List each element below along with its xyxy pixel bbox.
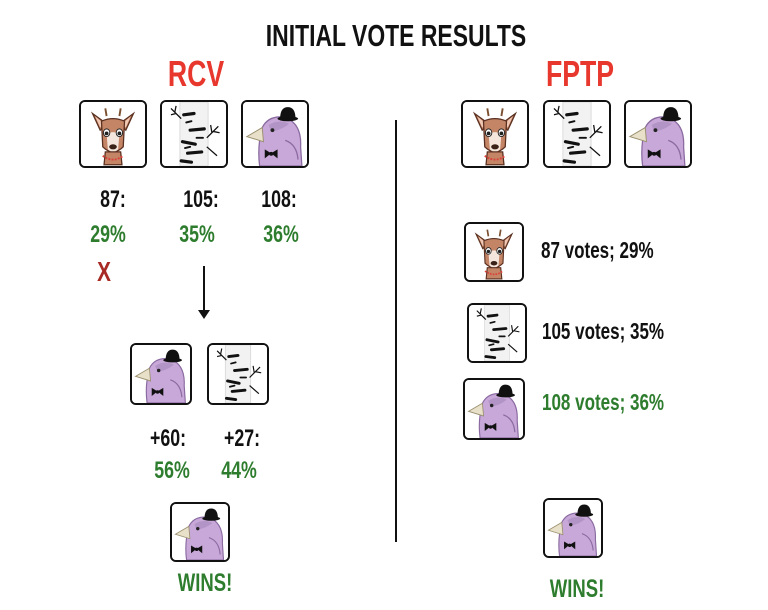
rcv-birch-pct: 35% <box>179 221 215 248</box>
rcv-deer-tile <box>79 100 147 168</box>
fptp-deer-tile <box>461 100 529 168</box>
fptp-winner-label: WINS! <box>549 575 605 603</box>
birch-tree-icon <box>469 305 525 361</box>
rcv-round2-birch-pct: 44% <box>221 457 257 484</box>
rcv-birch-count: 105: <box>183 186 219 213</box>
rcv-round2-bird-tile <box>130 343 192 405</box>
runoff-arrow-head <box>198 310 210 319</box>
rcv-round2-bird-count: +60: <box>149 425 187 452</box>
column-divider <box>395 120 397 542</box>
rcv-winner-tile <box>170 502 230 562</box>
deer-icon <box>81 102 145 166</box>
birch-tree-icon <box>545 102 609 166</box>
page-title: INITIAL VOTE RESULTS <box>265 18 527 53</box>
rcv-round2-birch-tile <box>207 343 269 405</box>
rcv-deer-count: 87: <box>100 186 126 213</box>
bird-with-bowler-hat-icon <box>132 345 190 403</box>
fptp-result-birch-tile <box>467 303 527 363</box>
fptp-heading: FPTP <box>545 53 615 94</box>
fptp-bird-tile <box>624 100 692 168</box>
rcv-birch-tile <box>160 100 228 168</box>
rcv-bird-count: 108: <box>261 186 297 213</box>
bird-with-bowler-hat-icon <box>243 102 307 166</box>
bird-with-bowler-hat-icon <box>626 102 690 166</box>
fptp-birch-tile <box>543 100 611 168</box>
fptp-result-bird-label: 108 votes; 36% <box>542 389 665 415</box>
deer-icon <box>463 102 527 166</box>
bird-with-bowler-hat-icon <box>545 500 601 556</box>
birch-tree-icon <box>162 102 226 166</box>
rcv-winner-label: WINS! <box>177 569 233 597</box>
rcv-bird-pct: 36% <box>263 221 299 248</box>
fptp-winner-tile <box>543 498 603 558</box>
rcv-round2-bird-pct: 56% <box>154 457 190 484</box>
rcv-bird-tile <box>241 100 309 168</box>
fptp-result-deer-tile <box>464 222 524 282</box>
rcv-deer-pct: 29% <box>90 221 126 248</box>
fptp-result-birch-label: 105 votes; 35% <box>542 318 665 344</box>
eliminated-mark: X <box>97 256 111 287</box>
deer-icon <box>466 224 522 280</box>
fptp-result-deer-label: 87 votes; 29% <box>541 237 654 263</box>
fptp-result-bird-tile <box>463 378 525 440</box>
bird-with-bowler-hat-icon <box>172 504 228 560</box>
rcv-round2-birch-count: +27: <box>223 425 261 452</box>
bird-with-bowler-hat-icon <box>465 380 523 438</box>
birch-tree-icon <box>209 345 267 403</box>
rcv-heading: RCV <box>167 53 225 94</box>
runoff-arrow <box>203 266 205 312</box>
